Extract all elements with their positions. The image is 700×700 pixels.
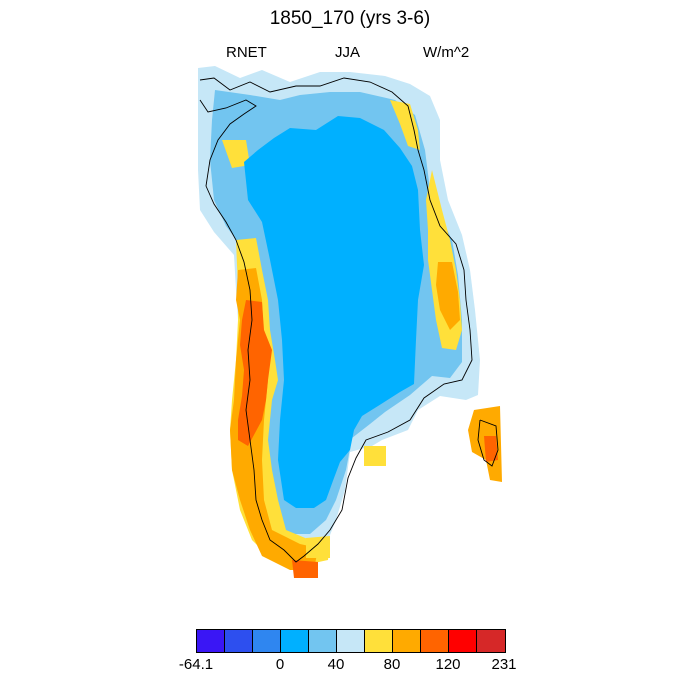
colorbar-cell xyxy=(281,630,309,652)
colorbar-cell xyxy=(393,630,421,652)
colorbar-cell xyxy=(365,630,393,652)
colorbar-cell xyxy=(253,630,281,652)
colorbar-cell xyxy=(197,630,225,652)
map-ice-sheet xyxy=(244,116,424,508)
map-coast-orange-east xyxy=(436,262,460,330)
colorbar-cell xyxy=(421,630,449,652)
map-coast-yellow-north xyxy=(390,100,420,150)
map-coast-yellow-s xyxy=(306,536,330,558)
colorbar-tick-label: 80 xyxy=(383,656,401,673)
map-coastline xyxy=(199,77,473,563)
colorbar xyxy=(196,629,506,653)
colorbar-tick-label: -64.1 xyxy=(178,656,214,673)
colorbar-cell xyxy=(337,630,365,652)
map-coast-yellow-nw xyxy=(222,140,250,168)
colorbar-cell xyxy=(309,630,337,652)
colorbar-cell xyxy=(477,630,505,652)
map-coastline-island xyxy=(477,419,499,467)
colorbar-cell xyxy=(449,630,477,652)
units-label: W/m^2 xyxy=(423,44,470,61)
plot-title: 1850_170 (yrs 3-6) xyxy=(269,8,431,29)
colorbar-tick-label: 0 xyxy=(275,656,285,673)
map-coast-yellow-se xyxy=(364,446,386,466)
season-label: JJA xyxy=(335,44,361,61)
map-east-island-red xyxy=(484,436,498,462)
colorbar-tick-label: 40 xyxy=(327,656,345,673)
colorbar-tick-label: 120 xyxy=(435,656,461,673)
colorbar-cell xyxy=(225,630,253,652)
map-coast-darkorange-south xyxy=(292,560,318,578)
variable-label: RNET xyxy=(226,44,267,61)
colorbar-tick-label: 231 xyxy=(491,656,517,673)
